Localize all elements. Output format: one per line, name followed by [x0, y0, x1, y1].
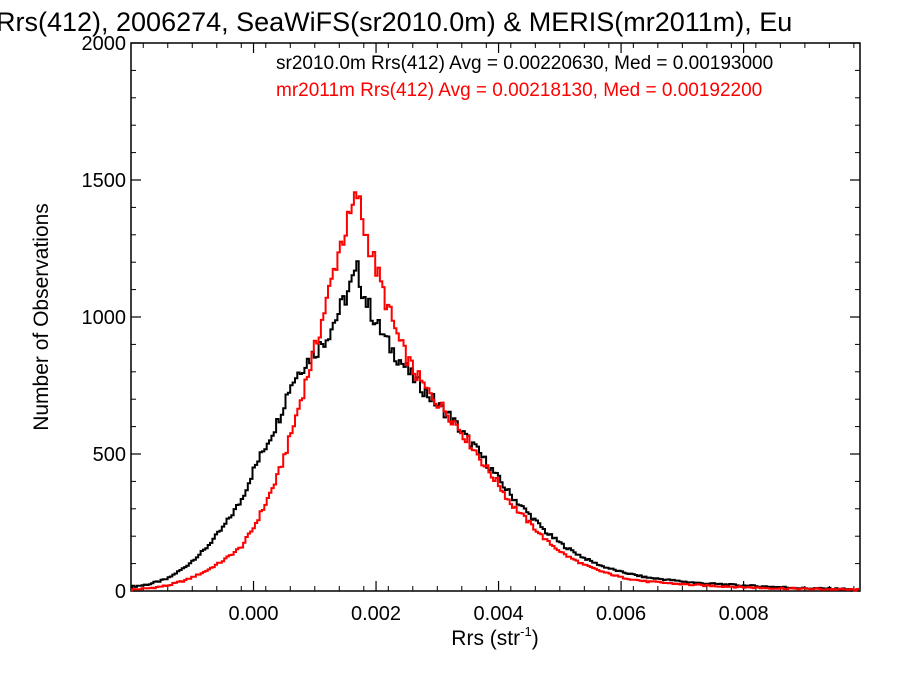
- series-line-sr2010: [131, 260, 860, 591]
- x-axis-label-main: Rrs (str: [451, 627, 520, 650]
- x-tick-label: 0.008: [719, 603, 769, 625]
- x-axis-label-superscript: -1: [520, 624, 532, 639]
- series-layer: [131, 191, 860, 592]
- y-tick-label: 2000: [82, 33, 127, 55]
- x-tick-label: 0.004: [474, 603, 524, 625]
- chart-title: Rrs(412), 2006274, SeaWiFS(sr2010.0m) & …: [0, 7, 792, 37]
- y-tick-label: 0: [115, 581, 126, 603]
- y-tick-label: 1000: [82, 307, 127, 329]
- x-axis-label: Rrs (str-1): [451, 624, 538, 650]
- x-tick-label: 0.006: [596, 603, 646, 625]
- x-axis-label-close: ): [532, 627, 539, 650]
- legend-entry-sr2010: sr2010.0m Rrs(412) Avg = 0.00220630, Med…: [276, 53, 773, 74]
- x-tick-label: 0.000: [228, 603, 278, 625]
- y-axis-label: Number of Observations: [30, 203, 53, 431]
- axis-ticks: 0.000 0.002 0.004 0.006 0.008 0 500 1000 1500 200…: [82, 33, 860, 625]
- y-tick-label: 500: [93, 444, 126, 466]
- y-tick-label: 1500: [82, 170, 127, 192]
- plot-frame: [130, 42, 861, 592]
- legend-entry-mr2011m: mr2011m Rrs(412) Avg = 0.00218130, Med =…: [276, 80, 762, 101]
- x-tick-label: 0.002: [351, 603, 401, 625]
- series-line-mr2011m: [131, 191, 860, 592]
